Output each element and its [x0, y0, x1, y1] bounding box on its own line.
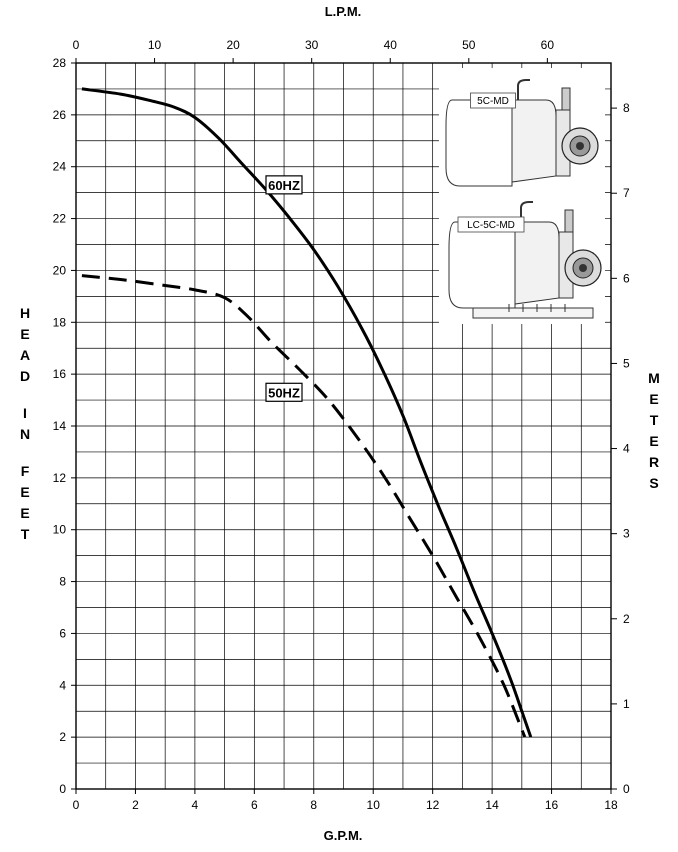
x-tick-label: 16	[545, 798, 559, 812]
x-tick-labels: 0 2 4 6 8 10 12 14 16 18	[73, 798, 618, 812]
y-tick-label: 18	[53, 315, 67, 329]
y-tick-label: 14	[53, 419, 67, 433]
y-tick-label: 26	[53, 108, 67, 122]
series-label-60hz: 60HZ	[265, 175, 303, 195]
y-tick-label: 2	[59, 730, 66, 744]
x-tick-label: 10	[367, 798, 381, 812]
x-tick-label: 4	[192, 798, 199, 812]
y-tick-label: 4	[59, 678, 66, 692]
lpm-tick-labels: 0 10 20 30 40 50 60	[73, 38, 555, 52]
svg-text:60HZ: 60HZ	[268, 178, 300, 193]
pump-images-inset	[439, 68, 605, 324]
tick-marks	[71, 58, 617, 794]
svg-text:5C-MD: 5C-MD	[477, 96, 509, 107]
y-tick-label: 10	[53, 523, 67, 537]
meters-tick-labels: 0 1 2 3 4 5 6 7 8	[623, 101, 630, 796]
x-tick-label: 6	[251, 798, 258, 812]
lpm-tick-label: 0	[73, 38, 80, 52]
y-tick-label: 12	[53, 471, 67, 485]
y-tick-label: 16	[53, 367, 67, 381]
y-tick-label: 20	[53, 263, 67, 277]
y-tick-label: 8	[59, 575, 66, 589]
x-tick-label: 0	[73, 798, 80, 812]
meters-tick-label: 1	[623, 697, 630, 711]
y-tick-label: 24	[53, 160, 67, 174]
meters-tick-label: 3	[623, 527, 630, 541]
pump-icon	[448, 201, 602, 319]
x-tick-label: 12	[426, 798, 440, 812]
x-tick-label: 14	[485, 798, 499, 812]
y-tick-label: 6	[59, 626, 66, 640]
inset-label-5c-md: 5C-MD	[470, 92, 516, 109]
series-line-60hz	[81, 87, 533, 738]
inset-label-lc-5c-md: LC-5C-MD	[457, 216, 525, 233]
meters-tick-label: 4	[623, 442, 630, 456]
meters-tick-label: 6	[623, 271, 630, 285]
meters-tick-label: 7	[623, 186, 630, 200]
y-tick-label: 0	[59, 782, 66, 796]
meters-tick-label: 8	[623, 101, 630, 115]
x-tick-label: 2	[132, 798, 139, 812]
lpm-tick-label: 10	[148, 38, 162, 52]
lpm-tick-label: 50	[462, 38, 476, 52]
meters-tick-label: 0	[623, 782, 630, 796]
lpm-tick-label: 60	[541, 38, 555, 52]
series-layer	[81, 87, 533, 738]
y-tick-label: 22	[53, 212, 67, 226]
y-tick-labels: 0 2 4 6 8 10 12 14 16 18 20 22 24 26 28	[53, 56, 67, 796]
pump-icon	[445, 79, 599, 187]
lpm-tick-label: 20	[226, 38, 240, 52]
lpm-tick-label: 40	[384, 38, 398, 52]
series-line-50hz	[81, 274, 527, 738]
x-tick-label: 8	[310, 798, 317, 812]
meters-tick-label: 5	[623, 356, 630, 370]
x-tick-label: 18	[604, 798, 618, 812]
top-axis-title: L.P.M.	[325, 4, 362, 19]
svg-text:LC-5C-MD: LC-5C-MD	[467, 220, 515, 231]
series-label-50hz: 50HZ	[265, 382, 303, 402]
meters-tick-label: 2	[623, 612, 630, 626]
x-axis-title: G.P.M.	[324, 828, 363, 843]
lpm-tick-label: 30	[305, 38, 319, 52]
y-tick-label: 28	[53, 56, 67, 70]
svg-text:50HZ: 50HZ	[268, 385, 300, 400]
